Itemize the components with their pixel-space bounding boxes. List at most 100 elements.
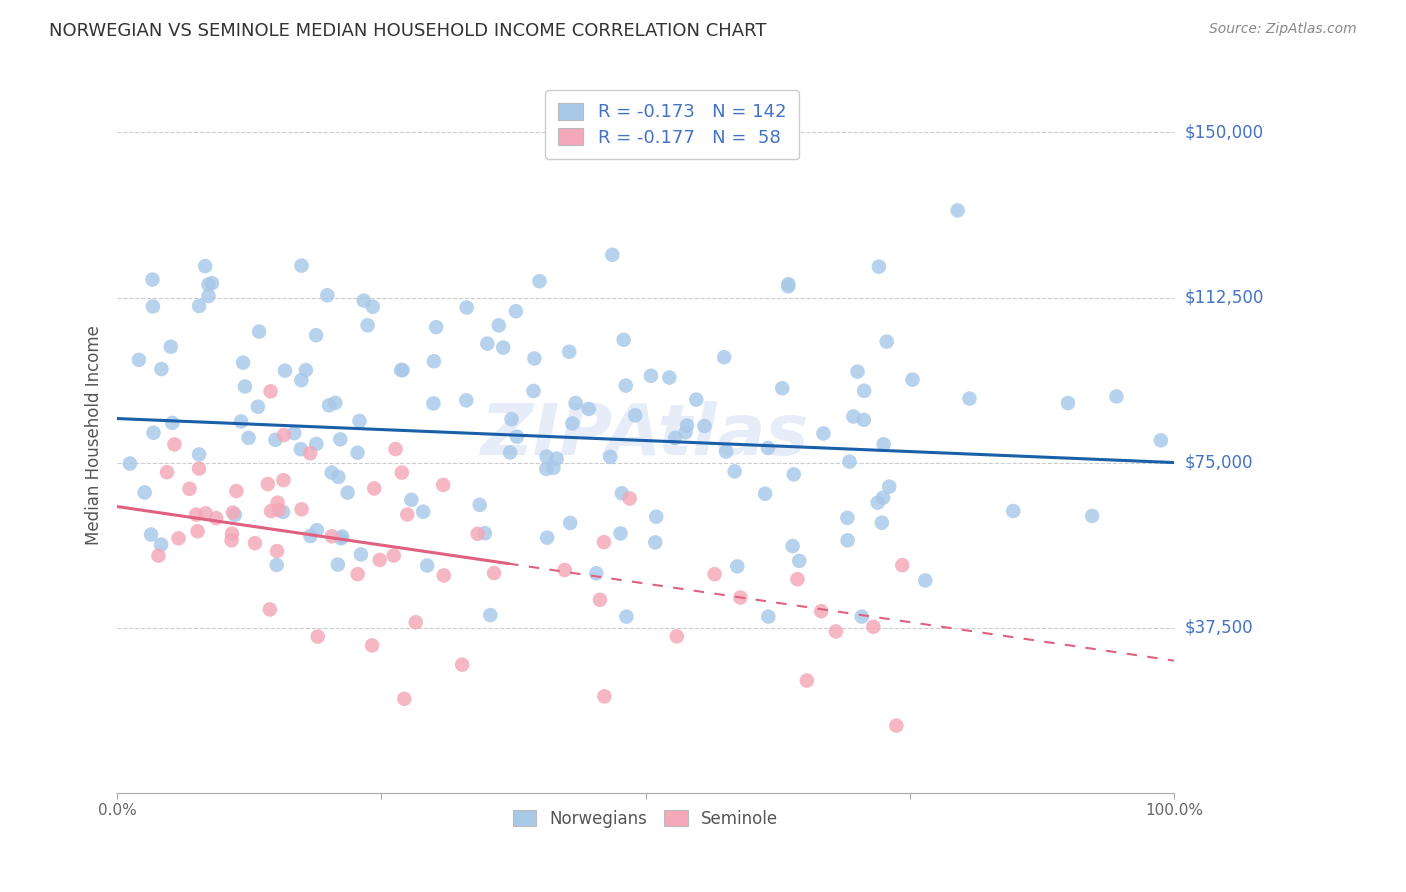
Point [305,437,328,451]
Point [186,508,208,522]
Point [243,536,266,550]
Point [1150,434,1173,448]
Point [329,433,352,447]
Point [290,259,312,273]
Point [299,529,322,543]
Point [222,506,245,520]
Point [609,526,631,541]
Point [260,504,283,518]
Point [619,491,641,506]
Point [886,718,908,732]
Point [558,344,581,359]
Point [316,288,339,302]
Point [266,544,288,558]
Point [813,426,835,441]
Point [536,531,558,545]
Point [796,673,818,688]
Point [693,419,716,434]
Point [368,553,391,567]
Point [283,426,305,441]
Point [578,402,600,417]
Point [506,430,529,444]
Point [665,629,688,643]
Point [416,558,439,573]
Point [501,412,523,426]
Point [959,392,981,406]
Point [391,466,413,480]
Point [610,486,633,500]
Point [384,442,406,456]
Point [456,301,478,315]
Point [946,203,969,218]
Point [754,487,776,501]
Point [1057,396,1080,410]
Point [271,505,294,519]
Point [529,274,551,288]
Point [810,604,832,618]
Point [188,447,211,461]
Point [150,537,173,551]
Point [141,272,163,286]
Point [229,414,252,428]
Point [187,524,209,539]
Point [1002,504,1025,518]
Point [328,470,350,484]
Point [499,445,522,459]
Point [266,495,288,509]
Point [676,418,699,433]
Point [305,328,328,343]
Point [266,558,288,572]
Point [118,457,141,471]
Point [361,300,384,314]
Point [247,325,270,339]
Point [197,289,219,303]
Point [564,396,586,410]
Point [862,620,884,634]
Point [523,351,546,366]
Point [205,511,228,525]
Point [554,563,576,577]
Point [868,260,890,274]
Point [756,609,779,624]
Point [194,507,217,521]
Point [221,533,243,548]
Point [224,508,246,522]
Point [852,413,875,427]
Point [658,370,681,384]
Text: ZIPAtlas: ZIPAtlas [481,401,810,469]
Point [134,485,156,500]
Point [318,398,340,412]
Point [1081,508,1104,523]
Point [274,364,297,378]
Point [842,409,865,424]
Point [156,465,179,479]
Point [599,450,621,464]
Point [724,464,747,478]
Point [382,549,405,563]
Point [468,498,491,512]
Point [713,350,735,364]
Point [1105,389,1128,403]
Point [389,363,412,377]
Point [273,473,295,487]
Point [401,492,423,507]
Point [142,425,165,440]
Point [877,480,900,494]
Point [323,396,346,410]
Point [901,373,924,387]
Point [422,396,444,410]
Point [546,451,568,466]
Point [159,340,181,354]
Point [703,567,725,582]
Legend: Norwegians, Seminole: Norwegians, Seminole [506,803,785,834]
Point [405,615,427,630]
Point [837,533,859,548]
Point [307,630,329,644]
Point [162,416,184,430]
Point [456,393,478,408]
Point [396,508,419,522]
Point [786,572,808,586]
Text: $75,000: $75,000 [1185,453,1254,472]
Point [451,657,474,672]
Point [593,690,616,704]
